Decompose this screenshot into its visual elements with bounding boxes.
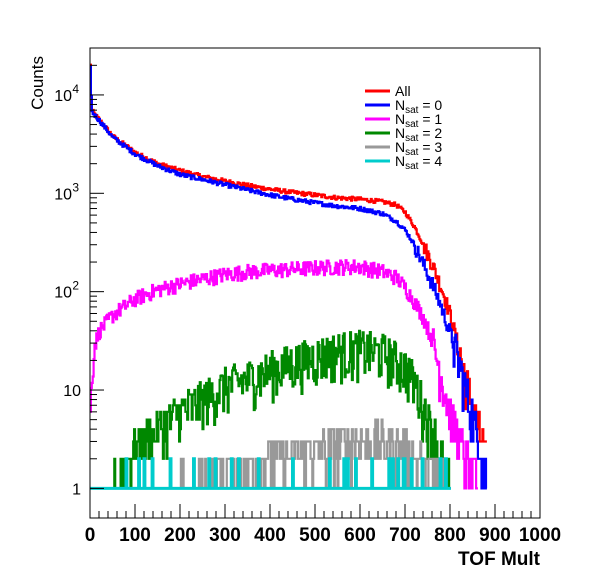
x-tick-label: 300 — [209, 525, 241, 546]
legend-label-sub: sat — [405, 119, 419, 130]
x-tick-label: 400 — [254, 525, 286, 546]
y-tick-label: 102 — [54, 279, 79, 302]
legend-label-tail: = 4 — [418, 153, 442, 169]
series-line-2 — [89, 259, 478, 490]
legend-label-1: Nsat = 0 — [395, 97, 442, 116]
legend-label-main: N — [395, 111, 405, 127]
legend-label-main: All — [395, 83, 411, 99]
x-tick-label: 700 — [389, 525, 421, 546]
x-tick-label: 0 — [85, 525, 96, 546]
legend-label-tail: = 0 — [418, 97, 442, 113]
legend-label-sub: sat — [405, 133, 419, 144]
axes-layer: 0 100 200 300 400 500 600 700 800 900 100011010210… — [54, 47, 561, 546]
legend-label-tail: = 2 — [418, 125, 442, 141]
x-axis-label: TOF Mult — [458, 549, 541, 570]
y-tick-label: 103 — [54, 180, 79, 203]
y-tick-label: 1 — [72, 481, 81, 498]
x-tick-label: 500 — [299, 525, 331, 546]
y-tick-exponent: 2 — [72, 279, 79, 293]
legend-label-4: Nsat = 3 — [395, 139, 442, 158]
x-tick-label: 200 — [164, 525, 196, 546]
legend-label-0: All — [395, 83, 411, 99]
y-tick-base: 10 — [54, 88, 72, 105]
legend-label-2: Nsat = 1 — [395, 111, 442, 130]
legend-label-main: N — [395, 97, 405, 113]
x-tick-label: 600 — [344, 525, 376, 546]
legend-label-sub: sat — [405, 105, 419, 116]
y-axis-label: Counts — [28, 56, 47, 110]
legend-label-main: N — [395, 153, 405, 169]
legend-label-5: Nsat = 4 — [395, 153, 442, 172]
legend-label-tail: = 3 — [418, 139, 442, 155]
legend-label-tail: = 1 — [418, 111, 442, 127]
x-tick-label: 100 — [119, 525, 151, 546]
series-line-3 — [112, 329, 451, 490]
series-line-1 — [89, 65, 488, 490]
y-tick-base: 1 — [72, 481, 81, 498]
legend-label-sub: sat — [405, 161, 419, 172]
series-line-5 — [90, 457, 451, 490]
legend-label-sub: sat — [405, 147, 419, 158]
x-tick-label: 1000 — [519, 525, 561, 546]
x-tick-label: 900 — [479, 525, 511, 546]
y-tick-exponent: 4 — [72, 82, 79, 96]
legend-label-main: N — [395, 125, 405, 141]
x-tick-label: 800 — [434, 525, 466, 546]
legend-label-main: N — [395, 139, 405, 155]
legend-label-3: Nsat = 2 — [395, 125, 442, 144]
y-tick-base: 10 — [54, 186, 72, 203]
y-tick-label: 104 — [54, 82, 79, 105]
y-tick-label: 10 — [63, 383, 81, 400]
y-tick-exponent: 3 — [72, 180, 79, 194]
y-tick-base: 10 — [63, 383, 81, 400]
y-tick-base: 10 — [54, 285, 72, 302]
series-line-0 — [89, 63, 487, 443]
series-layer — [89, 63, 488, 490]
